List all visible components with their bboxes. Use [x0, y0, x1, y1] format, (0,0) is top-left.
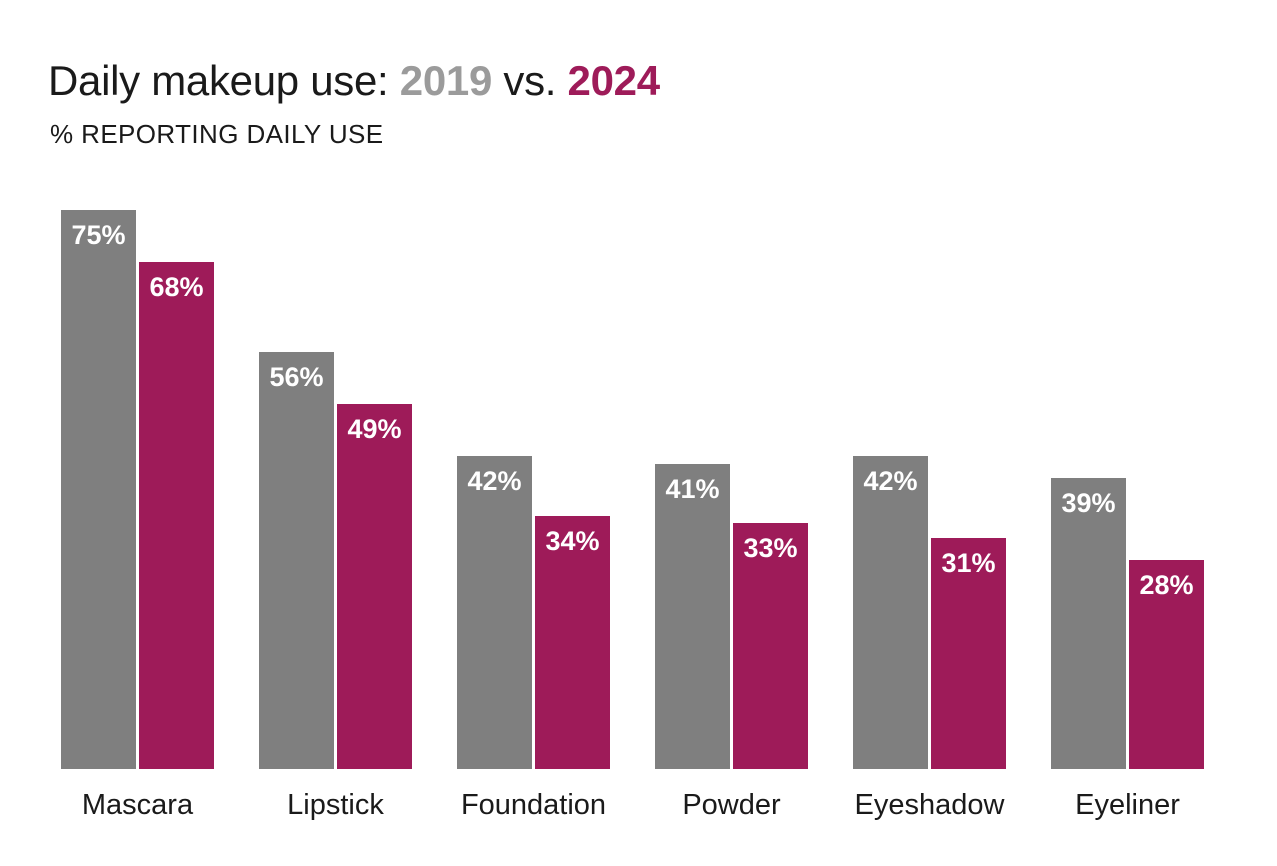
- title-prefix: Daily makeup use:: [48, 57, 389, 104]
- bar-value-label-2019-mascara: 75%: [71, 220, 126, 250]
- bar-2024-lipstick: 49%: [337, 404, 412, 769]
- bar-value-label-2019-powder: 41%: [665, 474, 720, 504]
- bar-2024-eyeshadow: 31%: [931, 538, 1006, 769]
- bar-group-lipstick: 56% 49%: [259, 352, 412, 769]
- bar-value-label-2024-mascara: 68%: [149, 272, 204, 302]
- bar-2024-powder: 33%: [733, 523, 808, 769]
- bar-value-label-2019-eyeliner: 39%: [1061, 488, 1116, 518]
- bar-value-label-2024-eyeshadow: 31%: [941, 548, 996, 578]
- bar-group-powder: 41% 33%: [655, 464, 808, 769]
- bar-2019-eyeshadow: 42%: [853, 456, 928, 769]
- bar-value-label-2024-foundation: 34%: [545, 526, 600, 556]
- title-year-2019: 2019: [399, 57, 493, 104]
- bar-group-foundation: 42% 34%: [457, 456, 610, 769]
- title-year-2024: 2024: [567, 57, 661, 104]
- bar-2019-lipstick: 56%: [259, 352, 334, 769]
- category-label-foundation: Foundation: [460, 789, 607, 821]
- bar-group-mascara: 75% 68%: [61, 210, 214, 769]
- category-label-mascara: Mascara: [81, 789, 194, 821]
- chart-subtitle: % REPORTING DAILY USE: [50, 119, 384, 149]
- bar-value-label-2019-lipstick: 56%: [269, 362, 324, 392]
- bar-2024-foundation: 34%: [535, 516, 610, 769]
- bar-group-eyeshadow: 42% 31%: [853, 456, 1006, 769]
- category-label-powder: Powder: [682, 789, 781, 821]
- bar-group-eyeliner: 39% 28%: [1051, 478, 1204, 769]
- bar-value-label-2024-eyeliner: 28%: [1139, 570, 1194, 600]
- bar-value-label-2024-powder: 33%: [743, 533, 798, 563]
- bar-2019-powder: 41%: [655, 464, 730, 769]
- bar-value-label-2019-eyeshadow: 42%: [863, 466, 918, 496]
- chart-title: Daily makeup use: 2019 vs. 2024: [48, 56, 660, 106]
- bar-2019-mascara: 75%: [61, 210, 136, 769]
- bar-2019-eyeliner: 39%: [1051, 478, 1126, 769]
- bar-2019-foundation: 42%: [457, 456, 532, 769]
- bar-value-label-2024-lipstick: 49%: [347, 414, 402, 444]
- bar-2024-eyeliner: 28%: [1129, 560, 1204, 769]
- category-label-eyeliner: Eyeliner: [1075, 789, 1180, 821]
- category-label-eyeshadow: Eyeshadow: [854, 789, 1005, 821]
- category-label-lipstick: Lipstick: [287, 789, 384, 821]
- bar-value-label-2019-foundation: 42%: [467, 466, 522, 496]
- bar-2024-mascara: 68%: [139, 262, 214, 769]
- title-vs: vs.: [503, 57, 557, 104]
